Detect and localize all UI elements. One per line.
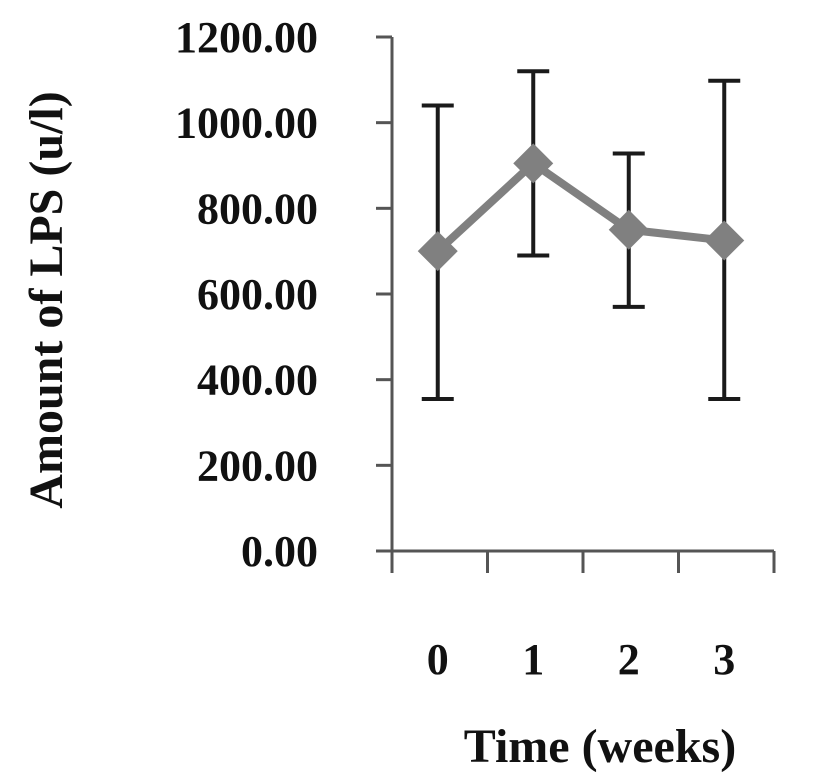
series-line <box>435 159 725 255</box>
x-tick-label: 0 <box>427 635 449 684</box>
y-ticks: 0.00 200.00 400.00 600.00 800.00 1000.00 1200.… <box>175 13 392 576</box>
y-tick-label: 1000.00 <box>175 99 318 148</box>
y-tick-label: 600.00 <box>197 270 318 319</box>
x-tick-label: 1 <box>522 635 544 684</box>
y-tick-label: 200.00 <box>197 441 318 490</box>
data-point-marker <box>417 231 458 272</box>
x-axis: 0 1 2 3 <box>390 549 776 684</box>
y-axis-title: Amount of LPS (u/l) <box>20 91 73 508</box>
plot-area <box>417 69 745 401</box>
x-axis-title: Time (weeks) <box>464 720 736 773</box>
data-point-marker <box>513 143 554 184</box>
x-tick-label: 3 <box>713 635 735 684</box>
x-tick-label: 2 <box>618 635 640 684</box>
data-point-marker <box>608 209 649 250</box>
x-ticks: 0 1 2 3 <box>390 551 776 684</box>
y-tick-label: 0.00 <box>241 527 318 576</box>
y-tick-label: 400.00 <box>197 356 318 405</box>
y-tick-label: 800.00 <box>197 184 318 233</box>
y-axis: 0.00 200.00 400.00 600.00 800.00 1000.00 1200.… <box>175 13 394 576</box>
data-point-marker <box>704 220 745 261</box>
y-tick-label: 1200.00 <box>175 13 318 62</box>
